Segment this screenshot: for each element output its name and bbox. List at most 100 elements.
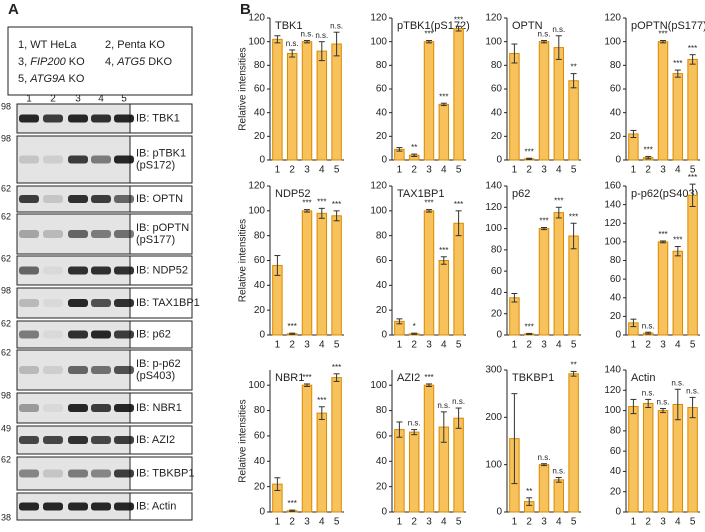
error-bar xyxy=(274,35,281,44)
x-tick-label: 5 xyxy=(690,340,696,351)
x-tick-label: 5 xyxy=(571,165,577,176)
error-bar xyxy=(411,332,418,335)
error-bar xyxy=(674,246,681,257)
y-tick-label: 0 xyxy=(259,330,265,341)
y-tick-label: 40 xyxy=(610,292,622,303)
y-tick-label: 80 xyxy=(610,425,622,436)
y-tick-label: 80 xyxy=(254,60,266,71)
y-tick-label: 60 xyxy=(376,255,388,266)
error-bar xyxy=(396,147,403,152)
error-bar xyxy=(570,370,577,377)
band xyxy=(91,230,111,238)
y-tick-label: 20 xyxy=(376,131,388,142)
x-tick-label: 4 xyxy=(675,340,681,351)
bar xyxy=(331,215,342,336)
band xyxy=(114,502,134,511)
bar xyxy=(568,373,579,513)
error-bar xyxy=(570,73,577,89)
band xyxy=(43,436,63,444)
x-tick-label: 1 xyxy=(397,165,403,176)
y-tick-label: 80 xyxy=(376,60,388,71)
significance-label: *** xyxy=(539,217,548,226)
y-tick-label: 120 xyxy=(604,385,621,396)
y-tick-label: 100 xyxy=(604,405,621,416)
significance-label: *** xyxy=(658,230,667,239)
blot-label: (pS172) xyxy=(136,159,175,171)
y-tick-label: 120 xyxy=(604,13,621,24)
significance-label: *** xyxy=(454,200,463,209)
blot-label: IB: AZI2 xyxy=(136,434,175,446)
y-tick-label: 0 xyxy=(381,330,387,341)
chart-title: TBKBP1 xyxy=(512,372,554,384)
significance-label: n.s. xyxy=(552,25,565,34)
y-tick-label: 100 xyxy=(485,459,502,470)
bar xyxy=(453,28,464,161)
x-tick-label: 4 xyxy=(441,517,447,528)
chart-title: TBK1 xyxy=(275,20,303,32)
legend-text: 2, Penta KO xyxy=(105,39,165,51)
y-tick-label: 100 xyxy=(485,223,502,234)
error-bar xyxy=(689,183,696,207)
bar xyxy=(423,41,435,161)
band xyxy=(19,195,39,203)
band xyxy=(114,266,134,275)
y-tick-label: 20 xyxy=(376,305,388,316)
bar xyxy=(316,412,328,513)
y-tick-label: 60 xyxy=(491,266,503,277)
band xyxy=(43,155,63,164)
significance-label: n.s. xyxy=(538,30,551,39)
error-bar xyxy=(541,463,547,467)
x-tick-label: 3 xyxy=(426,340,432,351)
legend-text: FIP200 xyxy=(30,56,66,68)
error-bar xyxy=(455,25,462,32)
bar xyxy=(453,417,464,513)
significance-label: *** xyxy=(439,92,448,101)
y-tick-label: 40 xyxy=(254,280,266,291)
lane-label: 1 xyxy=(26,94,32,105)
blot-label: IB: p62 xyxy=(136,328,171,340)
y-tick-label: 40 xyxy=(610,466,622,477)
bar xyxy=(272,38,283,161)
y-tick-label: 80 xyxy=(376,405,388,416)
error-bar xyxy=(660,240,666,244)
error-bar xyxy=(541,39,547,44)
y-tick-label: 120 xyxy=(370,181,387,192)
label-box xyxy=(129,425,193,455)
y-tick-label: 40 xyxy=(610,107,622,118)
chart-title: NBR1 xyxy=(275,372,304,384)
lane-label: 5 xyxy=(121,94,127,105)
legend-text: ATG5 xyxy=(116,56,146,68)
band xyxy=(19,299,39,307)
error-bar xyxy=(541,227,547,231)
y-tick-label: 100 xyxy=(370,380,387,391)
significance-label: *** xyxy=(688,173,697,182)
mw-marker: 38 xyxy=(1,512,11,522)
significance-label: *** xyxy=(658,30,667,39)
y-tick-label: 60 xyxy=(376,431,388,442)
x-tick-label: 5 xyxy=(456,165,462,176)
label-box xyxy=(129,349,193,391)
bar xyxy=(316,50,328,161)
y-tick-label: 100 xyxy=(370,205,387,216)
bar xyxy=(331,43,342,161)
significance-label: ** xyxy=(526,487,532,496)
label-box xyxy=(129,185,193,213)
x-tick-label: 2 xyxy=(526,340,532,351)
y-tick-label: 60 xyxy=(254,255,266,266)
error-bar xyxy=(411,153,418,157)
x-tick-label: 2 xyxy=(289,517,295,528)
band xyxy=(68,266,88,275)
y-tick-label: 120 xyxy=(248,13,265,24)
bar xyxy=(657,410,669,513)
y-tick-label: 160 xyxy=(604,181,621,192)
bar xyxy=(301,384,313,513)
x-tick-label: 2 xyxy=(411,165,417,176)
legend-item: 4, ATG5 DKO xyxy=(105,56,172,68)
x-tick-label: 3 xyxy=(304,517,310,528)
x-tick-label: 1 xyxy=(631,165,637,176)
x-tick-label: 4 xyxy=(556,517,562,528)
bar xyxy=(538,41,550,161)
band xyxy=(68,114,88,123)
